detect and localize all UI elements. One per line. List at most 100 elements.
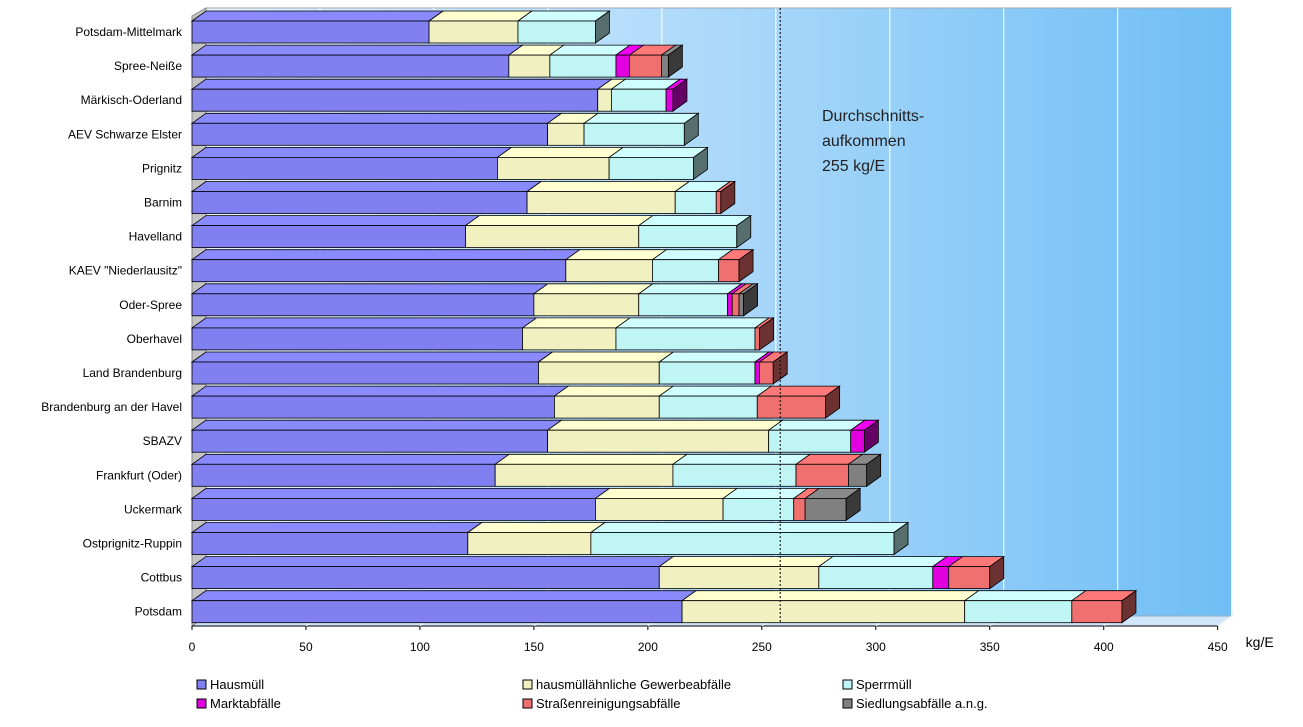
bar-segment-top (546, 419, 784, 431)
bar-segment (848, 463, 868, 487)
bar-row (190, 521, 910, 556)
bar-segment (191, 20, 430, 44)
bar-segment (191, 463, 496, 487)
legend-label: Siedlungsabfälle a.n.g. (856, 696, 988, 711)
bar-segment (538, 361, 660, 385)
bar-segment (850, 429, 865, 453)
bar-segment (756, 395, 827, 419)
legend-item: Straßenreinigungsabfälle (522, 696, 681, 711)
bar-segment-top (963, 590, 1088, 602)
bar-row (190, 555, 1006, 590)
bar-row (190, 214, 753, 249)
bar-segment-side (845, 487, 861, 522)
bar-segment-top (817, 556, 949, 567)
tick-label: 300 (866, 640, 886, 654)
bar-segment (629, 54, 662, 78)
bar-segment (715, 191, 722, 214)
bar-segment-side (893, 521, 909, 556)
bar-segment (615, 54, 631, 78)
bar-segment-top (637, 283, 743, 295)
bar-row (190, 180, 737, 215)
bar-segment (718, 259, 740, 283)
bar-segment-top (190, 44, 525, 56)
category-label: Oder-Spree (119, 298, 182, 312)
tick-label: 100 (410, 640, 430, 654)
bar-segment (1071, 600, 1123, 624)
bar-segment-top (614, 317, 771, 329)
bar-segment (665, 88, 674, 112)
legend-label: Hausmüll (210, 677, 264, 692)
bar-segment (191, 293, 535, 317)
bar-segment (948, 566, 991, 589)
bar-segment-side (866, 453, 882, 488)
bar-row (190, 317, 775, 351)
bar-segment-top (190, 419, 563, 431)
bar-segment (754, 361, 760, 385)
bar-row (190, 44, 684, 78)
bar-segment-top (190, 112, 563, 124)
bar-segment-side (672, 78, 688, 112)
bar-segment (722, 497, 795, 521)
bar-segment-top (680, 590, 980, 602)
bar-segment (428, 20, 519, 44)
bar-segment (608, 156, 694, 180)
legend-item: Hausmüll (196, 677, 264, 692)
bar-segment-side (595, 10, 610, 44)
average-annotation-line: Durchschnitts- (822, 108, 924, 125)
bar-segment-top (496, 146, 625, 158)
bar-segment (526, 191, 676, 214)
bar-segment (191, 429, 548, 453)
bar-segment-top (532, 283, 654, 295)
bar-segment-top (190, 249, 582, 261)
bar-segment-top (190, 215, 481, 227)
tick-label: 400 (1094, 640, 1114, 654)
bar-segment (672, 463, 797, 487)
bar-segment (727, 293, 733, 317)
bar-segment (768, 429, 852, 453)
bar-segment-top (493, 453, 689, 465)
bar-segment-top (190, 556, 675, 567)
bar-segment (818, 566, 934, 589)
bar-segment (674, 191, 717, 214)
category-label: Prignitz (142, 161, 182, 175)
bar-row (190, 419, 880, 453)
bar-row (190, 146, 709, 181)
legend-item: hausmüllähnliche Gewerbeabfälle (522, 677, 731, 692)
bar-segment-side (825, 385, 841, 419)
bar-segment-side (736, 214, 752, 249)
bar-row (190, 283, 759, 317)
bar-segment-top (521, 317, 632, 329)
bar-segment-top (516, 10, 611, 22)
legend-swatch (842, 698, 853, 709)
bar-row (190, 351, 789, 385)
bar-segment-top (553, 385, 675, 397)
category-label: Oberhavel (127, 332, 182, 346)
bar-segment-top (190, 78, 613, 90)
category-label: Märkisch-Oderland (81, 93, 182, 107)
legend-swatch (196, 698, 207, 709)
category-label: Frankfurt (Oder) (96, 468, 182, 482)
bar-segment-top (721, 487, 809, 499)
legend-label: Marktabfälle (210, 696, 281, 711)
legend-swatch (522, 679, 533, 690)
bar-segment (731, 293, 740, 317)
bar-segment (804, 497, 847, 521)
category-label: Uckermark (124, 502, 183, 516)
bar-segment-top (190, 283, 550, 295)
bar-row (190, 385, 841, 419)
bar-segment (191, 156, 498, 180)
bar-segment-top (537, 351, 675, 363)
bar-segment (652, 259, 719, 283)
category-label: SBAZV (143, 434, 182, 448)
bar-segment-top (594, 487, 739, 499)
bar-segment-top (190, 317, 538, 329)
bar-segment-top (637, 215, 753, 227)
bar-segment-top (658, 385, 773, 397)
bar-segment (615, 327, 756, 351)
bar-segment (583, 122, 685, 146)
bar-segment-top (767, 419, 866, 431)
category-label: Spree-Neiße (114, 59, 182, 73)
bar-segment (597, 88, 612, 112)
bar-segment (658, 361, 756, 385)
bar-segment-side (743, 283, 758, 317)
